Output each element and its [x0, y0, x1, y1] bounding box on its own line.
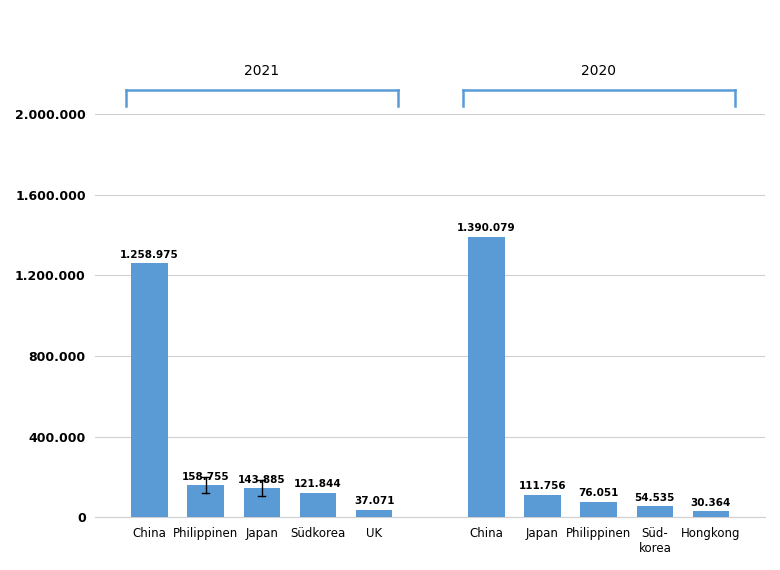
- Text: 37.071: 37.071: [354, 496, 395, 506]
- Bar: [131, 263, 168, 518]
- Bar: [693, 511, 729, 518]
- Text: 76.051: 76.051: [579, 488, 619, 498]
- Text: 2020: 2020: [581, 64, 616, 78]
- Bar: [468, 237, 505, 518]
- Text: 111.756: 111.756: [519, 481, 566, 491]
- Text: 1.258.975: 1.258.975: [120, 250, 179, 260]
- Bar: [187, 485, 224, 518]
- Bar: [300, 492, 336, 518]
- Text: 1.390.079: 1.390.079: [457, 223, 516, 234]
- Bar: [524, 495, 561, 518]
- Bar: [243, 488, 280, 518]
- Text: 2021: 2021: [244, 64, 279, 78]
- Text: 54.535: 54.535: [635, 492, 675, 503]
- Bar: [636, 506, 673, 518]
- Text: 143.885: 143.885: [238, 475, 285, 484]
- Text: 30.364: 30.364: [691, 498, 731, 507]
- Text: 158.755: 158.755: [182, 471, 229, 482]
- Bar: [580, 502, 617, 518]
- Bar: [356, 510, 392, 518]
- Text: 121.844: 121.844: [294, 479, 342, 489]
